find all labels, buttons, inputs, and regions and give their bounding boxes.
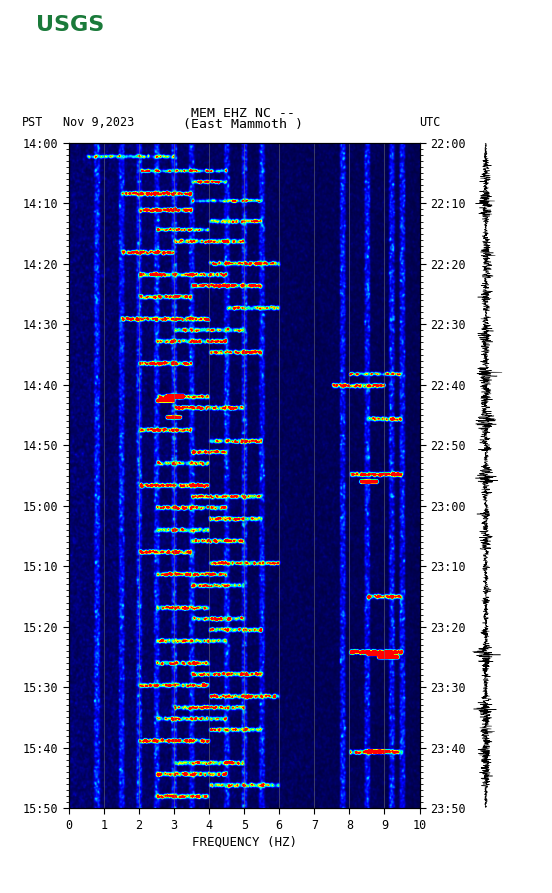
Text: (East Mammoth ): (East Mammoth ): [183, 118, 303, 131]
Text: MEM EHZ NC --: MEM EHZ NC --: [191, 106, 295, 120]
Text: ►: ►: [13, 18, 23, 32]
Text: PST: PST: [22, 116, 44, 129]
X-axis label: FREQUENCY (HZ): FREQUENCY (HZ): [192, 836, 297, 848]
Text: Nov 9,2023: Nov 9,2023: [63, 116, 135, 129]
Text: USGS: USGS: [36, 15, 104, 35]
Text: UTC: UTC: [420, 116, 441, 129]
